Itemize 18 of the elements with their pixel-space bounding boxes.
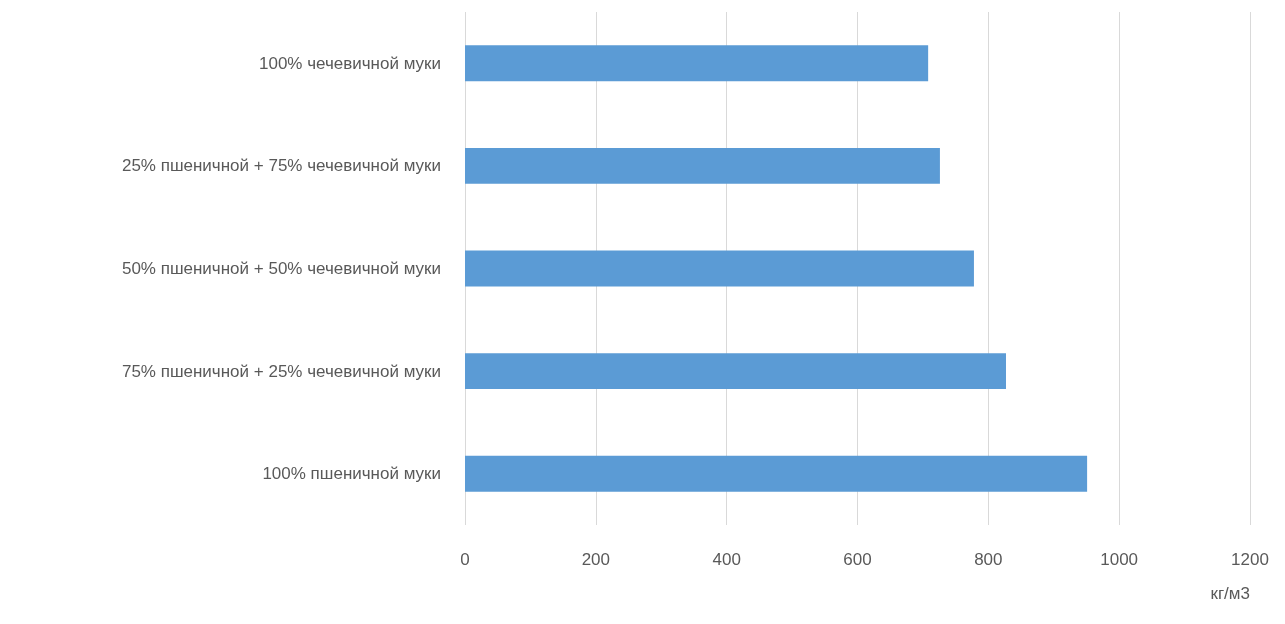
x-tick-label: 1200 bbox=[1231, 550, 1269, 569]
bar bbox=[465, 147, 940, 184]
bar bbox=[465, 353, 1006, 390]
x-tick-label: 0 bbox=[460, 550, 470, 569]
y-tick-label: 25% пшеничной + 75% чечевичной муки bbox=[121, 156, 441, 176]
x-tick-label: 200 bbox=[581, 550, 611, 569]
x-tick-label: 800 bbox=[974, 550, 1003, 569]
x-tick-label: 600 bbox=[843, 550, 872, 569]
bar bbox=[465, 45, 929, 82]
y-tick-label: 50% пшеничной + 50% чечевичной муки bbox=[121, 259, 441, 278]
y-tick-label: 75% пшеничной + 25% чечевичной муки bbox=[121, 361, 441, 381]
y-tick-label: 100% чечевичной муки bbox=[258, 53, 441, 73]
y-tick-label: 100% пшеничной муки bbox=[262, 464, 441, 484]
x-tick-label: 1000 bbox=[1100, 550, 1139, 569]
bar bbox=[465, 250, 974, 287]
bar bbox=[465, 455, 1088, 492]
x-tick-label: 400 bbox=[712, 550, 741, 569]
x-axis-title: кг/м3 bbox=[1210, 584, 1250, 603]
